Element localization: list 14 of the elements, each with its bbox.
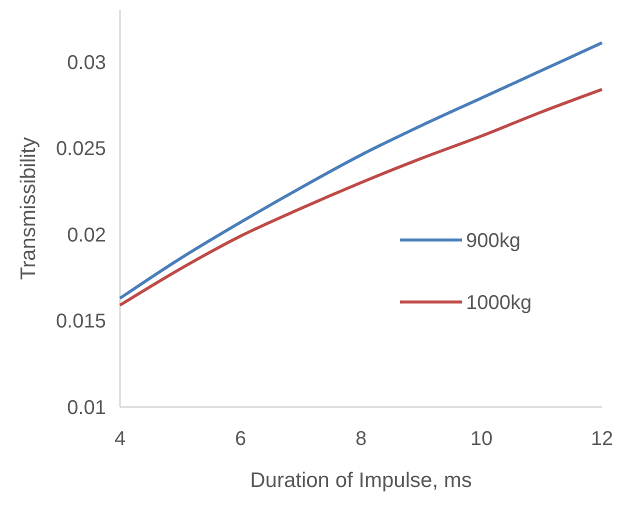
x-tick-label: 4 [114, 428, 126, 450]
y-tick-label: 0.01 [67, 397, 106, 419]
y-tick-label: 0.02 [67, 224, 106, 246]
x-tick-label: 12 [590, 428, 614, 450]
x-tick-label: 6 [234, 428, 246, 450]
y-tick-label: 0.03 [67, 52, 106, 74]
x-axis-title: Duration of Impulse, ms [250, 469, 472, 492]
y-axis-title: Transmissibility [17, 136, 40, 280]
legend-label: 900kg [466, 230, 520, 252]
legend-label: 1000kg [466, 292, 532, 314]
y-tick-label: 0.025 [56, 138, 106, 160]
x-tick-label: 10 [470, 428, 493, 450]
x-tick-label: 8 [355, 428, 367, 450]
y-tick-label: 0.015 [56, 310, 106, 333]
